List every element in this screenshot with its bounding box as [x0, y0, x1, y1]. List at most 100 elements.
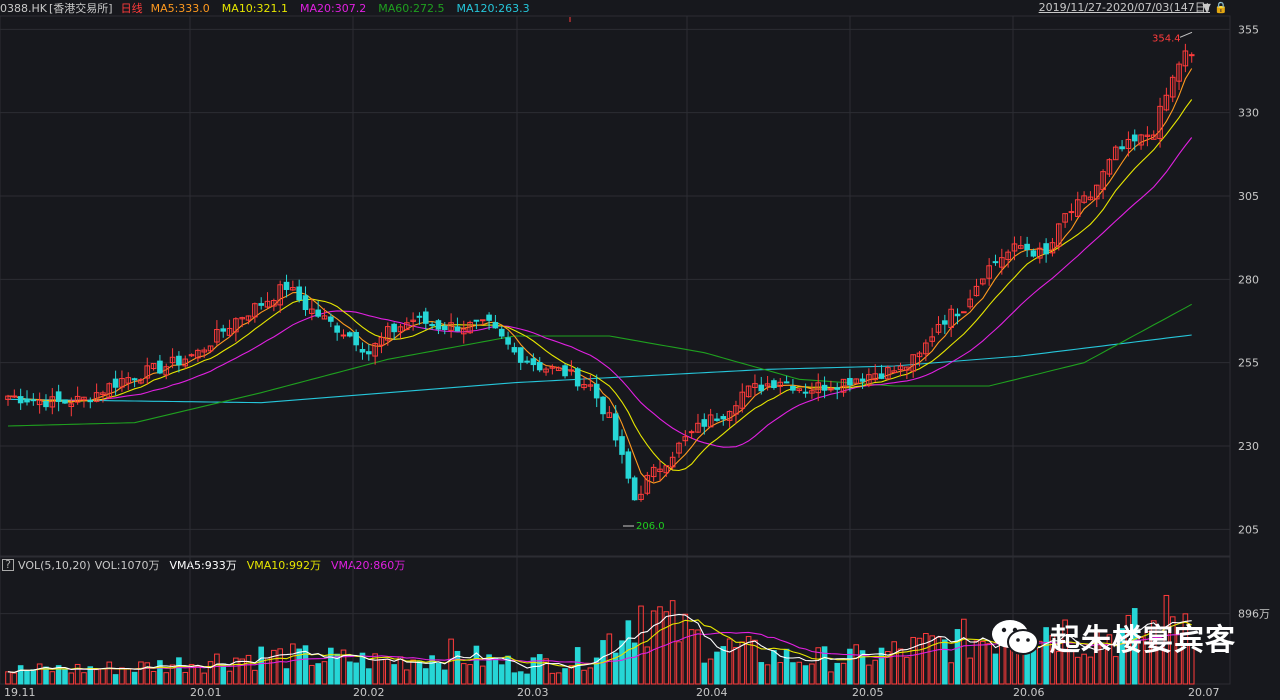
candle-body — [790, 385, 796, 391]
volume-bar — [391, 664, 397, 685]
candle-body — [524, 360, 530, 363]
candle-body — [296, 286, 302, 301]
candle-body — [961, 311, 967, 314]
volume-bar — [878, 647, 885, 685]
candle-body — [1163, 94, 1170, 111]
volume-bar — [1106, 634, 1113, 685]
ma120-line — [7, 334, 1192, 404]
date-range[interactable]: 2019/11/27-2020/07/03(147日) — [1038, 1, 1210, 14]
volume-bar — [150, 671, 157, 685]
volume-bar — [612, 652, 619, 685]
candle-body — [1005, 251, 1011, 261]
candle-body — [771, 380, 777, 389]
candle-body — [416, 315, 423, 318]
volume-bar — [1062, 619, 1068, 685]
candle-body — [112, 378, 119, 388]
volume-bar — [916, 637, 923, 685]
candle-body — [999, 257, 1005, 268]
candle-body — [138, 379, 144, 384]
help-icon[interactable]: ? — [2, 559, 14, 571]
volume-bar — [11, 672, 18, 685]
volume-bar — [1188, 642, 1195, 685]
volume-bar — [473, 645, 480, 685]
candle-body — [688, 431, 695, 434]
candle-body — [1011, 243, 1018, 252]
candle-body — [441, 325, 448, 331]
candle-body — [714, 418, 720, 421]
volume-bar — [1150, 620, 1157, 685]
volume-bar — [403, 669, 410, 685]
candle-body — [625, 451, 632, 479]
candle-body — [1138, 134, 1144, 146]
volume-bar — [821, 646, 828, 685]
volume-bar — [695, 629, 701, 685]
candle-body — [967, 298, 973, 308]
volume-bar — [309, 664, 315, 685]
candle-body — [68, 403, 75, 407]
candle-body — [600, 396, 606, 415]
volume-bar — [720, 646, 727, 685]
candle-body — [315, 309, 321, 317]
volume-bar — [524, 673, 530, 685]
volume-bar — [144, 662, 151, 685]
candle-body — [1030, 250, 1037, 257]
vol-value: VOL:1070万 — [94, 559, 160, 572]
price-tick-label: 205 — [1238, 523, 1259, 536]
candle-body — [385, 326, 391, 341]
volume-bar — [923, 633, 929, 685]
candle-body — [131, 378, 138, 381]
volume-bar — [55, 665, 62, 685]
candle-body — [1062, 213, 1068, 223]
volume-bar — [1043, 627, 1049, 685]
candle-body — [1081, 195, 1087, 203]
candle-body — [49, 396, 56, 408]
candle-body — [43, 400, 49, 408]
candle-body — [264, 300, 271, 308]
candle-body — [505, 337, 511, 345]
candle-body — [1043, 243, 1049, 255]
price-tick-label: 305 — [1238, 190, 1259, 203]
volume-bar — [948, 662, 954, 685]
volume-bar — [992, 653, 999, 685]
volume-bar — [296, 648, 302, 685]
volume-bar — [258, 646, 264, 685]
volume-bar — [366, 668, 372, 685]
candle-body — [663, 465, 670, 474]
candle-body — [302, 295, 309, 311]
range-dropdown-icon[interactable]: ▼ 🔒 — [1202, 1, 1228, 14]
volume-bar — [758, 662, 765, 685]
candle-body — [802, 391, 809, 394]
ma10-legend: MA10:321.1 — [221, 1, 289, 15]
candle-body — [536, 361, 543, 371]
candle-body — [619, 436, 625, 455]
volume-bar — [847, 648, 853, 685]
candle-body — [1125, 138, 1132, 149]
volume-bar — [62, 669, 68, 685]
volume-bar — [562, 668, 568, 685]
vma20-legend: VMA20:860万 — [331, 559, 406, 572]
lock-icon[interactable]: 🔒 — [1214, 1, 1228, 14]
volume-bar — [726, 638, 733, 685]
volume-bar — [536, 654, 543, 685]
volume-bar — [410, 659, 416, 685]
volume-bar — [93, 669, 100, 685]
candle-body — [954, 313, 961, 317]
volume-bar — [802, 665, 809, 685]
volume-bar — [119, 667, 125, 685]
volume-bar — [195, 666, 201, 685]
volume-bar — [961, 618, 967, 685]
candle-body — [885, 367, 891, 380]
volume-bar — [157, 660, 163, 685]
candle-body — [758, 384, 765, 392]
period-label[interactable]: 日线 — [120, 2, 143, 15]
candle-body — [340, 334, 347, 337]
volume-bar — [929, 635, 935, 685]
volume-bar — [1112, 656, 1119, 685]
candle-body — [593, 383, 600, 399]
candle-body — [904, 366, 910, 371]
volume-bar — [1163, 594, 1170, 685]
candle-body — [555, 367, 562, 372]
candle-body — [1119, 146, 1125, 150]
candle-body — [834, 387, 841, 390]
